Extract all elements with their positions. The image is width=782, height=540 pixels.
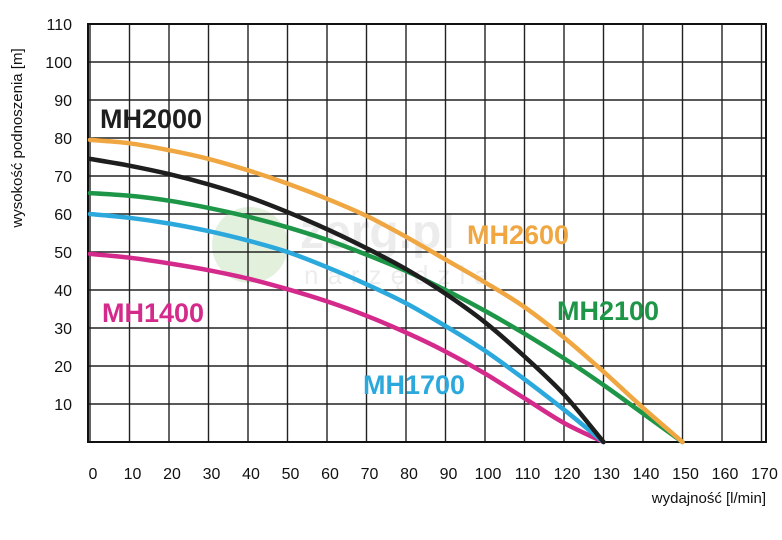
y-tick-label: 60 (54, 207, 72, 224)
x-tick-label: 130 (593, 466, 620, 483)
y-tick-label: 50 (54, 245, 72, 262)
watermark-logo-icon (212, 207, 288, 283)
x-tick-label: 140 (633, 466, 660, 483)
y-tick-labels: 10 20 30 40 50 60 70 80 90 100 110 (45, 17, 72, 414)
series-label-mh2100: MH2100 (557, 296, 659, 326)
x-tick-label: 150 (672, 466, 699, 483)
x-tick-label: 110 (515, 466, 541, 483)
series-line-mh1400 (87, 251, 606, 445)
x-tick-label: 100 (475, 466, 502, 483)
x-tick-label: 120 (554, 466, 581, 483)
y-tick-label: 40 (54, 283, 72, 300)
series-line-mh2600 (87, 137, 685, 445)
y-tick-label: 70 (54, 169, 72, 186)
series-label-mh2000: MH2000 (100, 104, 202, 134)
series-line-mh2100 (87, 190, 685, 445)
y-tick-label: 20 (54, 359, 72, 376)
x-tick-label: 80 (400, 466, 418, 483)
x-tick-label: 90 (440, 466, 458, 483)
x-tick-label: 170 (751, 466, 778, 483)
x-tick-label: 70 (361, 466, 379, 483)
y-tick-label: 100 (45, 55, 72, 72)
x-tick-label: 30 (203, 466, 221, 483)
plot-frame (87, 23, 767, 443)
series-label-mh1700: MH1700 (363, 370, 465, 400)
series-labels: MH2600 MH2000 MH2100 MH1700 MH1400 (100, 104, 659, 400)
x-tick-labels: 0 10 20 30 40 50 60 70 80 90 100 110 120 130 140 150 160… (89, 466, 778, 483)
series-curves (87, 137, 685, 445)
y-tick-label: 30 (54, 321, 72, 338)
x-tick-label: 40 (242, 466, 260, 483)
x-axis-label: wydajność [l/min] (651, 490, 766, 507)
plot-border (87, 23, 767, 443)
x-tick-label: 50 (282, 466, 300, 483)
series-label-mh2600: MH2600 (467, 220, 569, 250)
y-tick-label: 10 (54, 397, 72, 414)
y-tick-label: 110 (46, 17, 72, 34)
x-tick-label: 20 (163, 466, 181, 483)
x-tick-label: 60 (321, 466, 339, 483)
y-tick-label: 90 (54, 93, 72, 110)
x-tick-label: 10 (124, 466, 142, 483)
series-line-mh1700 (87, 211, 606, 445)
x-tick-label: 160 (712, 466, 739, 483)
y-axis-label: wysokość podnoszenia [m] (9, 48, 26, 228)
x-tick-label: 0 (89, 466, 98, 483)
y-tick-label: 80 (54, 131, 72, 148)
series-label-mh1400: MH1400 (102, 298, 204, 328)
series-line-mh2000 (87, 156, 606, 445)
